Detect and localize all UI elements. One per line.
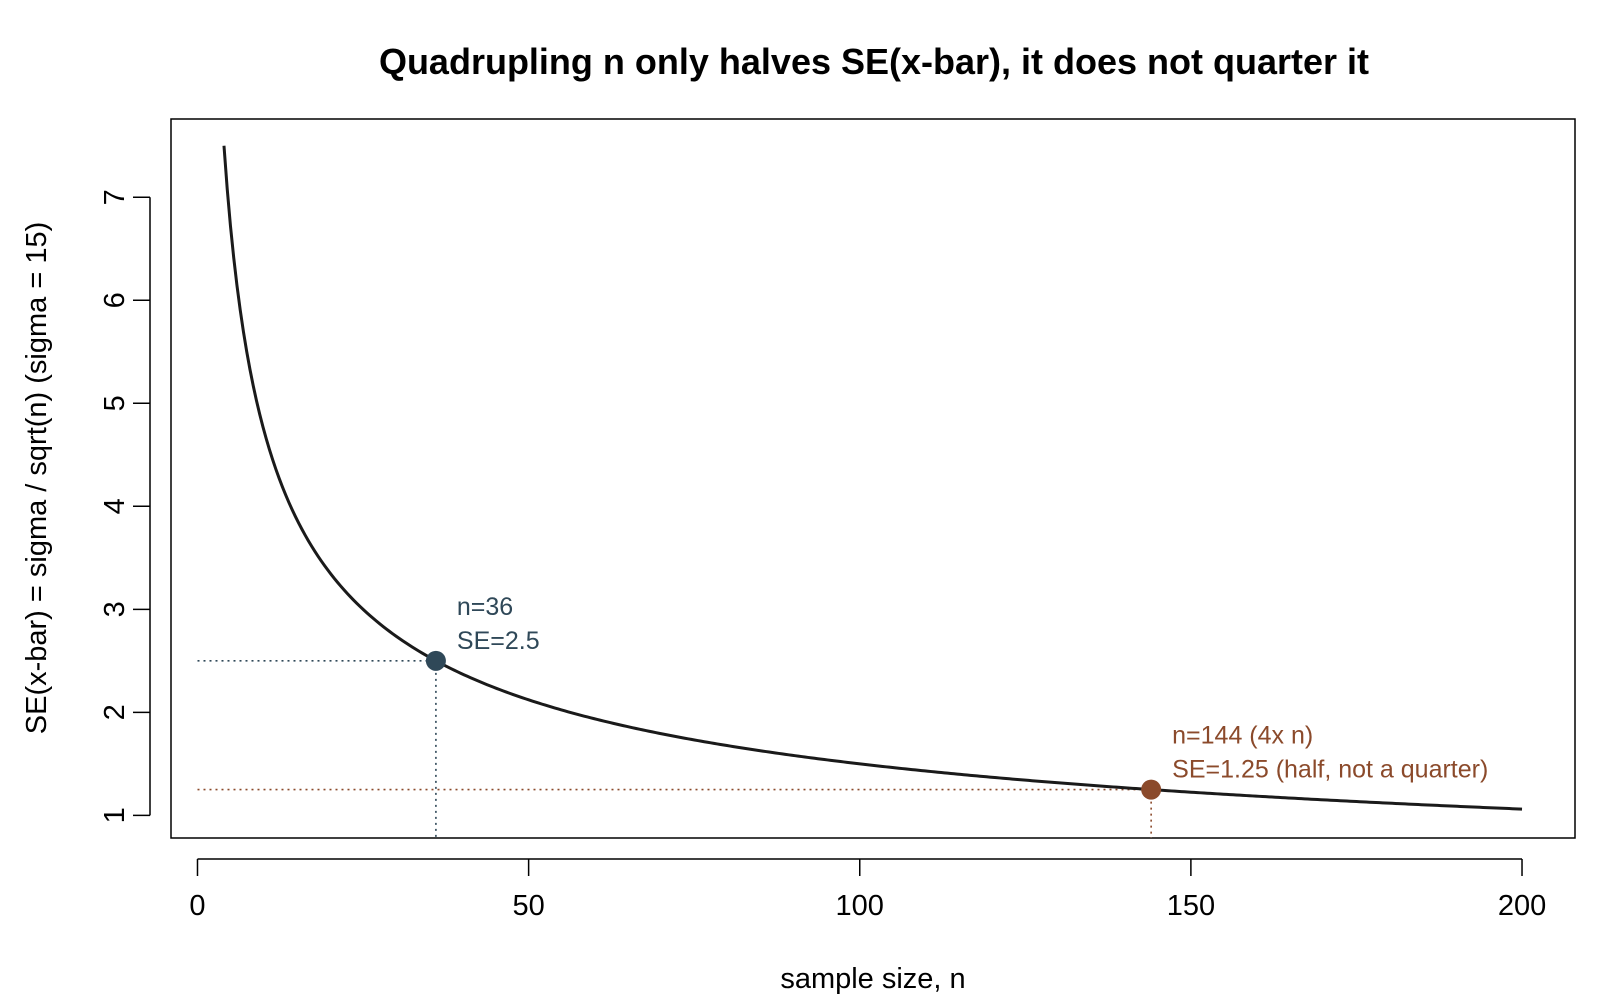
y-tick-label: 6 bbox=[99, 292, 131, 308]
x-axis-label: sample size, n bbox=[780, 963, 965, 995]
y-tick-label: 4 bbox=[99, 498, 131, 514]
y-tick-label: 1 bbox=[99, 807, 131, 823]
x-axis: 0 50 100 150 200 bbox=[189, 858, 1546, 922]
highlight-point-0 bbox=[425, 650, 446, 671]
y-axis: 1 2 3 4 5 6 7 bbox=[99, 189, 151, 823]
x-tick-label: 150 bbox=[1167, 890, 1215, 922]
y-tick-label: 7 bbox=[99, 189, 131, 205]
x-tick-label: 200 bbox=[1498, 890, 1546, 922]
highlight-point-1 bbox=[1141, 779, 1162, 800]
annotation-n-1: n=144 (4x n) bbox=[1172, 722, 1313, 750]
se-curve-line bbox=[222, 145, 1523, 811]
x-tick-label: 50 bbox=[512, 890, 544, 922]
guide-lines bbox=[197, 660, 1152, 838]
annotation-n-0: n=36 bbox=[457, 593, 513, 621]
x-tick-label: 0 bbox=[189, 890, 205, 922]
annotation-se-1: SE=1.25 (half, not a quarter) bbox=[1172, 756, 1488, 784]
plot-frame bbox=[170, 118, 1576, 839]
x-tick-label: 100 bbox=[836, 890, 884, 922]
highlight-points: n=36 SE=2.5 n=144 (4x n) SE=1.25 (half, not… bbox=[425, 593, 1488, 800]
y-tick-label: 2 bbox=[99, 704, 131, 720]
y-tick-label: 3 bbox=[99, 601, 131, 617]
chart-title: Quadrupling n only halves SE(x-bar), it … bbox=[379, 41, 1369, 82]
y-tick-label: 5 bbox=[99, 395, 131, 411]
annotation-se-0: SE=2.5 bbox=[457, 627, 540, 655]
y-axis-label: SE(x-bar) = sigma / sqrt(n) (sigma = 15) bbox=[21, 222, 53, 734]
